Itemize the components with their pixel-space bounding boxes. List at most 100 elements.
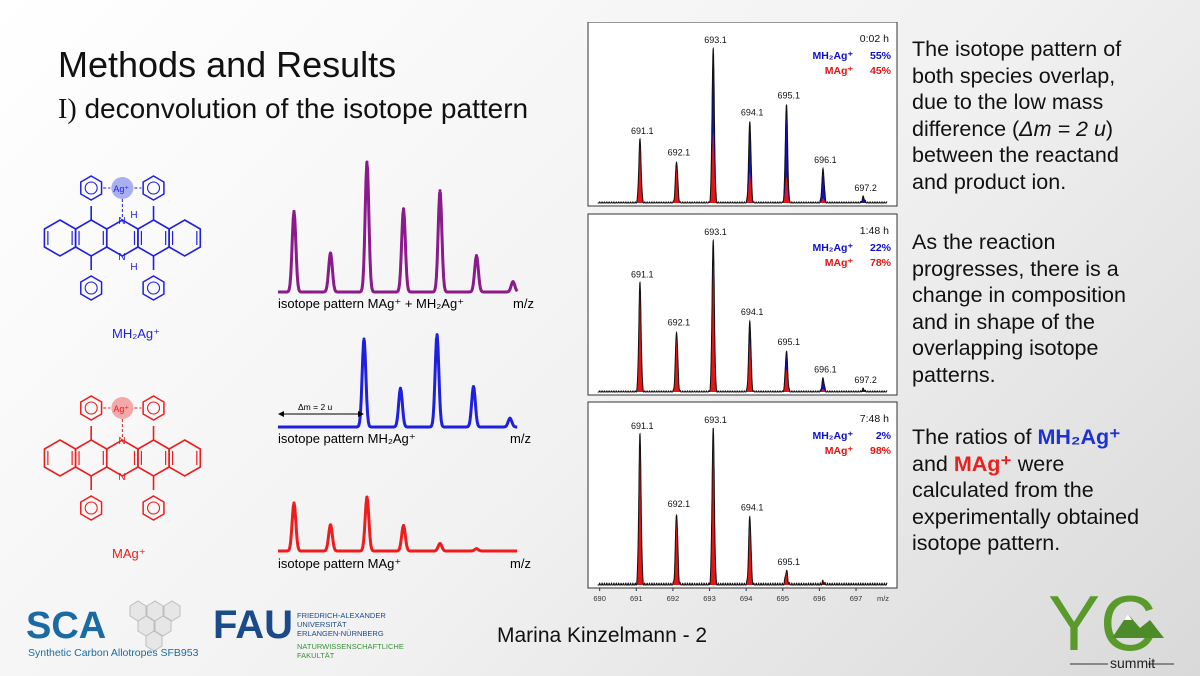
mass-spectra: 691.1 692.1 693.1 694.1 695.1 696.1 697.2 0:02 … xyxy=(587,22,898,603)
mag-peak-3 xyxy=(402,524,405,527)
peak-label: 693.1 xyxy=(704,227,727,237)
legend-mag-percent: 45% xyxy=(870,65,892,77)
sca-logo-text: SCA xyxy=(26,605,106,647)
ring-0 xyxy=(43,219,77,257)
peak-label: 691.1 xyxy=(631,421,654,431)
peak-label: 693.1 xyxy=(704,415,727,425)
ring-0 xyxy=(43,439,77,477)
mh2ag-highlight: MH₂Ag⁺ xyxy=(1037,425,1121,449)
subtitle-text: deconvolution of the isotope pattern xyxy=(84,93,529,124)
subtitle-numeral: I) xyxy=(58,94,77,125)
explanation-paragraph-1: The isotope pattern of both species over… xyxy=(912,37,1122,194)
mh2ag-peak-2 xyxy=(435,333,439,337)
legend-mh2ag-percent: 2% xyxy=(876,430,892,442)
phenyl-2 xyxy=(80,275,103,301)
measured-trace xyxy=(597,238,888,393)
combined-pattern-label: isotope pattern MAg⁺ + MH₂Ag⁺ xyxy=(278,296,464,311)
legend-mag-name: MAg⁺ xyxy=(825,445,854,457)
time-label: 7:48 h xyxy=(860,413,889,425)
mag-peak-5 xyxy=(475,547,478,551)
combined-trace xyxy=(277,161,519,294)
explanation-paragraph-2: As the reaction progresses, there is a c… xyxy=(912,230,1126,387)
svg-text:UNIVERSITÄT: UNIVERSITÄT xyxy=(297,620,347,629)
explanation-paragraph-3: The ratios of MH₂Ag⁺ and MAg⁺ were calcu… xyxy=(912,425,1140,555)
peak-label: 694.1 xyxy=(741,502,764,512)
phenyl-0 xyxy=(80,395,103,421)
peak-label: 696.1 xyxy=(814,364,837,374)
mh2ag-peak-3 xyxy=(472,385,475,389)
ring-4 xyxy=(168,439,202,477)
svg-text:NATURWISSENSCHAFTLICHE: NATURWISSENSCHAFTLICHE xyxy=(297,642,404,651)
peak-label: 697.2 xyxy=(854,375,877,385)
legend-mag-name: MAg⁺ xyxy=(825,65,854,77)
x-axis-label: m/z xyxy=(877,594,889,603)
ion-label: MAg⁺ xyxy=(112,546,146,561)
measured-trace xyxy=(597,427,888,586)
combined-peak-0 xyxy=(292,209,296,213)
svg-text:FRIEDRICH-ALEXANDER: FRIEDRICH-ALEXANDER xyxy=(297,611,386,620)
mh2ag-peak-0 xyxy=(362,337,366,341)
phenyl-1 xyxy=(142,175,165,201)
yc-logo-text: YC xyxy=(1048,579,1156,667)
ring-1 xyxy=(74,439,108,477)
slide-title: Methods and Results xyxy=(58,44,397,85)
mag-peak-2 xyxy=(365,495,369,499)
mag-peak-0 xyxy=(292,501,296,505)
sca-hexagon-icon xyxy=(129,600,181,652)
mag-peak-4 xyxy=(438,542,442,545)
nitrogen-top: N xyxy=(118,216,125,227)
spectrum-0-02h: 691.1 692.1 693.1 694.1 695.1 696.1 697.2 0:02 … xyxy=(587,22,898,207)
peak-label: 694.1 xyxy=(741,307,764,317)
combined-peak-1 xyxy=(329,251,332,255)
ring-1 xyxy=(74,219,108,257)
peak-label: 692.1 xyxy=(668,499,691,509)
legend-mag-percent: 98% xyxy=(870,445,892,457)
silver-ion-sphere xyxy=(111,397,134,419)
combined-peak-5 xyxy=(475,254,478,258)
sca-logo: SCA Synthetic Carbon Allotropes SFB953 xyxy=(26,600,199,659)
nitrogen-bottom: N xyxy=(118,472,125,483)
hydrogen-top: H xyxy=(130,210,137,221)
mag-pattern-label: isotope pattern MAg⁺ xyxy=(278,556,401,571)
delta-m-label: Δm = 2 u xyxy=(298,402,333,412)
ion-label: MH₂Ag⁺ xyxy=(112,326,160,341)
combined-peak-4 xyxy=(438,189,442,193)
legend-mh2ag-name: MH₂Ag⁺ xyxy=(812,242,853,254)
ring-3 xyxy=(137,439,170,477)
time-label: 0:02 h xyxy=(860,33,889,45)
peak-label: 694.1 xyxy=(741,107,764,117)
peak-label: 691.1 xyxy=(631,126,654,136)
phenyl-1 xyxy=(142,395,165,421)
mag-axis-label: m/z xyxy=(510,556,531,571)
peak-label: 691.1 xyxy=(631,269,654,279)
mag-peak-1 xyxy=(329,523,332,527)
time-label: 1:48 h xyxy=(860,225,889,237)
combined-peak-3 xyxy=(402,207,405,211)
legend-mh2ag-name: MH₂Ag⁺ xyxy=(812,50,853,62)
yc-logo-subtitle: summit xyxy=(1110,655,1155,671)
svg-text:ERLANGEN-NÜRNBERG: ERLANGEN-NÜRNBERG xyxy=(297,629,384,638)
phenyl-3 xyxy=(142,275,165,301)
mh2ag-peak-4 xyxy=(508,416,512,420)
hydrogen-bottom: H xyxy=(130,262,137,273)
peak-label: 695.1 xyxy=(777,90,800,100)
peak-label: 695.1 xyxy=(777,337,800,347)
legend-mh2ag-percent: 55% xyxy=(870,50,892,62)
x-tick-label: 690 xyxy=(593,594,606,603)
measured-trace xyxy=(597,46,888,204)
ring-3 xyxy=(137,219,170,257)
mag-trace xyxy=(277,495,518,553)
peak-label: 692.1 xyxy=(668,147,691,157)
x-tick-label: 691 xyxy=(630,594,643,603)
x-tick-label: 697 xyxy=(850,594,863,603)
mh2ag-axis-label: m/z xyxy=(510,431,531,446)
x-tick-label: 694 xyxy=(740,594,753,603)
nitrogen-bottom: N xyxy=(118,252,125,263)
phenyl-2 xyxy=(80,495,103,521)
x-tick-label: 692 xyxy=(667,594,680,603)
mh2ag-peak-1 xyxy=(399,386,402,390)
peak-label: 697.2 xyxy=(854,183,877,193)
mh2ag-trace xyxy=(277,333,518,429)
mh2ag-pattern xyxy=(277,333,518,429)
